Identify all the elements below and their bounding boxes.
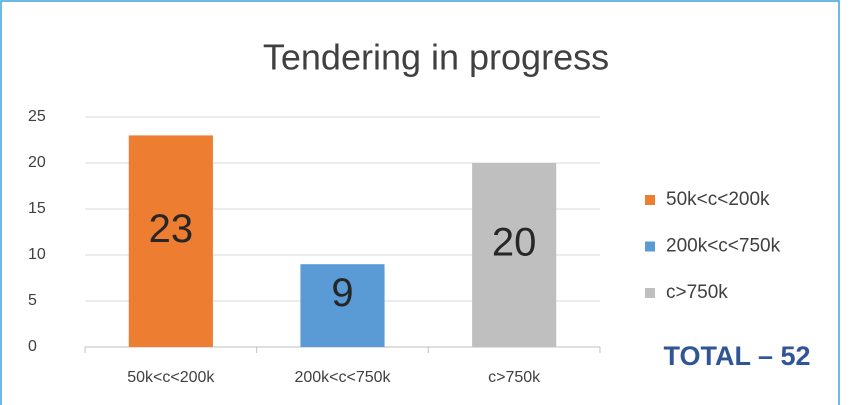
value-label: 9: [331, 271, 353, 315]
bar: [300, 264, 385, 347]
x-tick-label: 200k<c<750k: [294, 369, 391, 386]
x-tick-label: c>750k: [488, 369, 541, 386]
legend-label: 50k<c<200k: [666, 189, 770, 210]
legend-swatch: [645, 288, 655, 298]
value-label: 20: [492, 221, 537, 265]
legend-swatch: [645, 195, 655, 205]
y-tick-label: 0: [28, 338, 37, 355]
legend-swatch: [645, 241, 655, 252]
bar: [472, 163, 557, 347]
y-tick-label: 15: [28, 200, 46, 217]
y-tick-label: 25: [28, 108, 46, 125]
value-label: 23: [149, 207, 194, 251]
total-annotation: TOTAL – 52: [663, 341, 810, 371]
y-tick-label: 10: [28, 246, 46, 263]
legend-label: c>750k: [666, 282, 728, 303]
x-tick-label: 50k<c<200k: [127, 369, 215, 386]
legend-label: 200k<c<750k: [666, 236, 781, 257]
bar: [128, 135, 213, 347]
y-tick-label: 20: [28, 154, 46, 171]
chart-title: Tendering in progress: [263, 37, 609, 78]
y-tick-label: 5: [28, 292, 37, 309]
